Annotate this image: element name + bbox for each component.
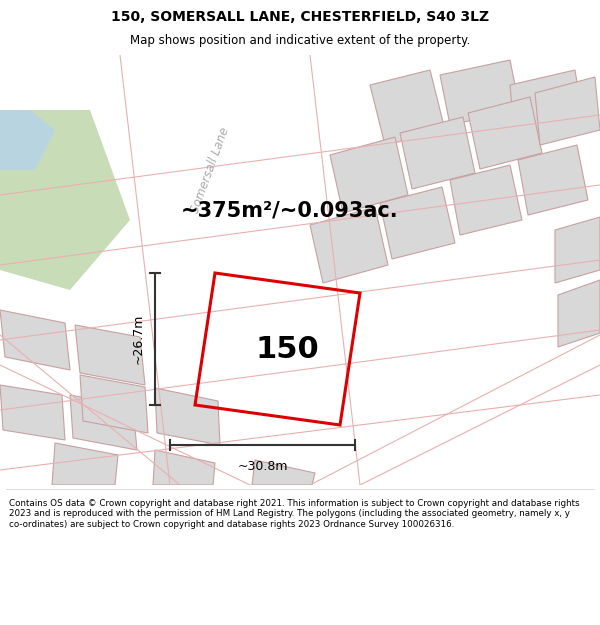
Text: ~375m²/~0.093ac.: ~375m²/~0.093ac. (181, 200, 399, 220)
Text: Map shows position and indicative extent of the property.: Map shows position and indicative extent… (130, 34, 470, 47)
Polygon shape (380, 187, 455, 259)
Polygon shape (0, 110, 130, 290)
Text: ~30.8m: ~30.8m (237, 460, 288, 473)
Polygon shape (120, 55, 360, 485)
Polygon shape (310, 207, 388, 283)
Polygon shape (535, 77, 600, 145)
Polygon shape (75, 325, 145, 385)
Polygon shape (468, 97, 542, 169)
Polygon shape (558, 280, 600, 347)
Text: Somersall Lane: Somersall Lane (188, 125, 232, 215)
Polygon shape (518, 145, 588, 215)
Polygon shape (555, 217, 600, 283)
Polygon shape (80, 375, 148, 433)
Polygon shape (0, 110, 55, 170)
Text: Contains OS data © Crown copyright and database right 2021. This information is : Contains OS data © Crown copyright and d… (9, 499, 580, 529)
Polygon shape (252, 460, 315, 485)
Polygon shape (440, 60, 520, 125)
Polygon shape (153, 450, 215, 485)
Text: 150: 150 (256, 334, 319, 364)
Polygon shape (400, 117, 475, 189)
Polygon shape (155, 388, 220, 445)
Text: ~26.7m: ~26.7m (132, 314, 145, 364)
Polygon shape (510, 70, 585, 143)
Polygon shape (0, 310, 70, 370)
Polygon shape (0, 385, 65, 440)
Polygon shape (52, 443, 118, 485)
Polygon shape (70, 395, 137, 450)
Polygon shape (450, 165, 522, 235)
Polygon shape (370, 70, 445, 145)
Text: 150, SOMERSALL LANE, CHESTERFIELD, S40 3LZ: 150, SOMERSALL LANE, CHESTERFIELD, S40 3… (111, 10, 489, 24)
Polygon shape (330, 137, 408, 213)
